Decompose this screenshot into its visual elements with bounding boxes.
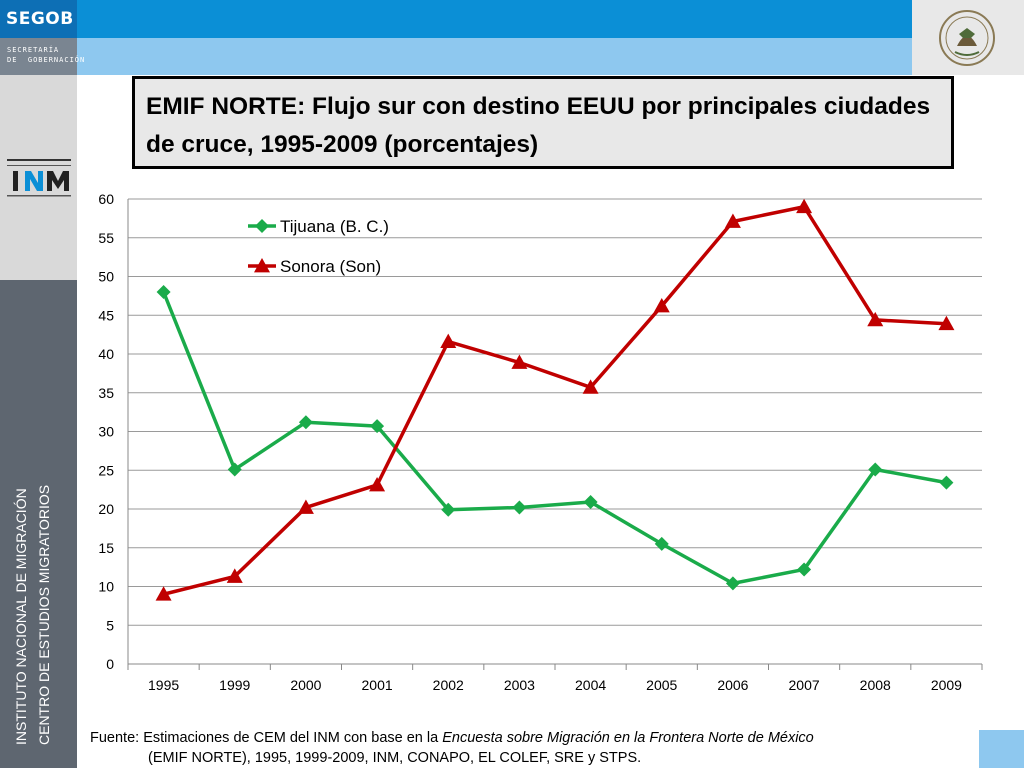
x-tick-label: 2007 bbox=[789, 677, 820, 693]
data-point-diamond bbox=[156, 285, 171, 299]
x-tick-label: 1995 bbox=[148, 677, 179, 693]
source-line2: (EMIF NORTE), 1995, 1999-2009, INM, CONA… bbox=[148, 750, 642, 766]
x-tick-label: 2006 bbox=[717, 677, 748, 693]
data-point-triangle bbox=[938, 315, 955, 331]
data-point-triangle bbox=[724, 213, 741, 228]
mexico-seal-icon bbox=[939, 10, 995, 66]
y-tick-label: 0 bbox=[106, 656, 114, 672]
data-point-triangle bbox=[796, 198, 813, 214]
data-point-diamond bbox=[441, 502, 456, 517]
data-point-triangle bbox=[867, 311, 884, 327]
secretaria-box bbox=[0, 38, 77, 75]
y-tick-label: 25 bbox=[98, 462, 114, 478]
data-point-diamond bbox=[939, 475, 954, 490]
data-point-diamond bbox=[370, 419, 385, 434]
data-point-diamond bbox=[654, 536, 669, 551]
source-survey-name: Encuesta sobre Migración en la Frontera … bbox=[442, 730, 814, 746]
y-tick-label: 15 bbox=[98, 540, 114, 556]
data-point-diamond bbox=[227, 462, 242, 477]
y-tick-label: 45 bbox=[98, 307, 114, 323]
x-tick-label: 2004 bbox=[575, 677, 606, 693]
segob-logo-box: SEGOB bbox=[0, 0, 77, 38]
y-tick-label: 10 bbox=[98, 579, 114, 595]
header-subbar bbox=[0, 38, 912, 75]
x-tick-label: 2000 bbox=[290, 677, 321, 693]
x-tick-label: 2005 bbox=[646, 677, 677, 693]
legend-label: Tijuana (B. C.) bbox=[280, 217, 389, 236]
sidebar-center-label: CENTRO DE ESTUDIOS MIGRATORIOS bbox=[36, 484, 52, 745]
y-tick-label: 40 bbox=[98, 346, 114, 362]
series-line-tijuana bbox=[161, 291, 947, 586]
data-point-diamond bbox=[255, 219, 269, 233]
data-point-diamond bbox=[512, 500, 527, 515]
y-tick-label: 55 bbox=[98, 230, 114, 246]
sidebar-dark-panel bbox=[0, 280, 77, 768]
segob-logo: SEGOB bbox=[6, 9, 74, 29]
data-point-diamond bbox=[583, 495, 598, 510]
x-tick-label: 2008 bbox=[860, 677, 891, 693]
x-tick-label: 2003 bbox=[504, 677, 535, 693]
corner-box bbox=[979, 730, 1024, 768]
title-box: EMIF NORTE: Flujo sur con destino EEUU p… bbox=[132, 76, 954, 169]
y-tick-label: 20 bbox=[98, 501, 114, 517]
data-point-triangle bbox=[440, 333, 457, 348]
legend-label: Sonora (Son) bbox=[280, 257, 381, 276]
data-point-triangle bbox=[511, 354, 528, 369]
source-note: Fuente: Estimaciones de CEM del INM con … bbox=[90, 728, 970, 768]
data-point-triangle bbox=[254, 258, 270, 273]
x-tick-label: 1999 bbox=[219, 677, 250, 693]
data-point-triangle bbox=[155, 586, 172, 601]
inm-logo-icon bbox=[7, 159, 71, 197]
y-tick-label: 60 bbox=[98, 191, 114, 207]
x-tick-label: 2002 bbox=[433, 677, 464, 693]
x-tick-label: 2001 bbox=[362, 677, 393, 693]
sidebar-institute-label: INSTITUTO NACIONAL DE MIGRACIÓN bbox=[13, 488, 29, 745]
data-point-triangle bbox=[369, 476, 386, 492]
line-chart: 0 5 10 15 20 25 30 35 40 45 50 55 60 1995 1999 2000 2001… bbox=[98, 191, 983, 693]
data-point-diamond bbox=[868, 462, 883, 477]
data-point-diamond bbox=[725, 576, 740, 591]
y-tick-label: 35 bbox=[98, 385, 114, 401]
y-tick-label: 50 bbox=[98, 269, 114, 285]
x-tick-label: 2009 bbox=[931, 677, 962, 693]
header-bar bbox=[0, 0, 912, 38]
y-tick-label: 30 bbox=[98, 424, 114, 440]
data-point-triangle bbox=[653, 297, 670, 313]
y-tick-label: 5 bbox=[106, 617, 114, 633]
page-title: EMIF NORTE: Flujo sur con destino EEUU p… bbox=[146, 93, 931, 158]
series-line-sonora bbox=[163, 205, 947, 596]
secretaria-label: SECRETARÍA DE GOBERNACIÓN bbox=[7, 46, 86, 64]
sidebar-vertical-text: INSTITUTO NACIONAL DE MIGRACIÓN CENTRO D… bbox=[10, 485, 56, 745]
data-point-diamond bbox=[298, 415, 313, 430]
data-point-diamond bbox=[797, 562, 812, 577]
source-prefix: Fuente: Estimaciones de CEM del INM con … bbox=[90, 730, 443, 746]
data-point-triangle bbox=[226, 568, 243, 583]
data-point-triangle bbox=[297, 499, 314, 514]
data-point-triangle bbox=[582, 379, 599, 394]
